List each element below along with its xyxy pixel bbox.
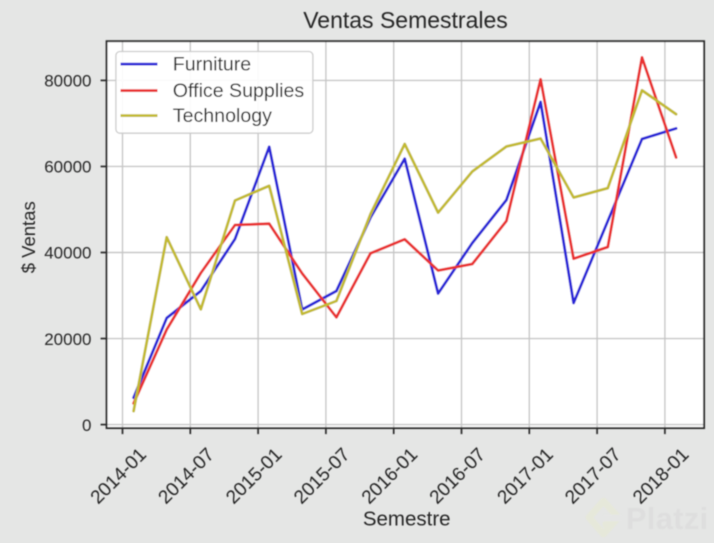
svg-text:Ventas Semestrales: Ventas Semestrales	[303, 7, 508, 33]
svg-text:20000: 20000	[44, 330, 91, 349]
svg-text:Furniture: Furniture	[173, 53, 252, 75]
svg-text:Semestre: Semestre	[363, 508, 451, 531]
svg-text:2017-01: 2017-01	[494, 444, 558, 508]
svg-text:40000: 40000	[44, 244, 91, 263]
svg-text:2015-01: 2015-01	[222, 444, 286, 508]
svg-text:2017-07: 2017-07	[561, 444, 625, 508]
svg-text:Office Supplies: Office Supplies	[173, 80, 305, 102]
svg-text:2014-07: 2014-07	[155, 444, 219, 508]
svg-text:2016-07: 2016-07	[426, 444, 490, 508]
svg-text:2016-01: 2016-01	[358, 444, 422, 508]
svg-text:2015-07: 2015-07	[290, 444, 354, 508]
svg-text:60000: 60000	[44, 158, 91, 177]
svg-text:0: 0	[82, 416, 91, 435]
svg-text:2018-01: 2018-01	[629, 444, 693, 508]
svg-text:80000: 80000	[44, 72, 91, 91]
svg-text:Platzi: Platzi	[626, 502, 709, 536]
svg-text:Technology: Technology	[173, 105, 272, 127]
svg-text:$ Ventas: $ Ventas	[18, 201, 39, 273]
svg-text:2014-01: 2014-01	[87, 444, 151, 508]
